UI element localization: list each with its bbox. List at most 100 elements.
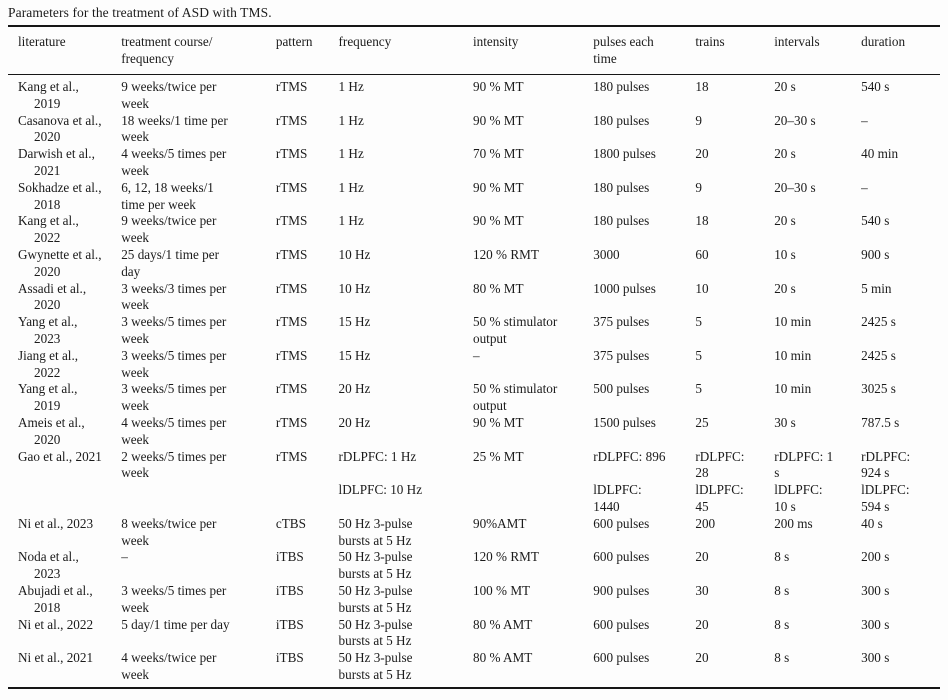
cell-pattern: rTMS (275, 280, 308, 296)
cell-intervals: 8 s (774, 616, 790, 632)
cell-intensity: 70 % MT (472, 146, 524, 162)
table-row: Sokhadze et al., 2018 6, 12, 18 weeks/1 t… (8, 180, 940, 214)
cell-intervals: 20 s (774, 213, 796, 229)
cell-intensity: 90%AMT (472, 515, 527, 531)
column-header-treatment-course: treatment course/ frequency (121, 26, 276, 75)
cell-literature: Ni et al., 2022 (18, 616, 94, 632)
table-row: Darwish et al., 2021 4 weeks/5 times per … (8, 146, 940, 180)
cell-trains: 30 (695, 582, 709, 598)
cell-frequency: 50 Hz 3-pulse bursts at 5 Hz (338, 549, 413, 582)
cell-intensity: 120 % RMT (472, 246, 539, 262)
table-row: Yang et al., 2023 3 weeks/5 times per wee… (8, 314, 940, 348)
table-caption: Parameters for the treatment of ASD with… (8, 5, 272, 20)
cell-treatment-course: 9 weeks/twice per week (121, 79, 217, 111)
cell-pulses-each-time: 1000 pulses (593, 280, 656, 296)
cell-pattern: rTMS (275, 79, 308, 94)
cell-duration: 540 s (861, 213, 890, 229)
cell-pulses-each-time: 180 pulses (593, 112, 650, 128)
cell-treatment-course: 6, 12, 18 weeks/1 time per week (121, 179, 214, 212)
cell-duration: 40 min (861, 146, 899, 162)
cell-intensity: 90 % MT (472, 179, 524, 195)
cell-frequency: 1 Hz (338, 79, 364, 94)
cell-literature: Gao et al., 2021 (18, 448, 102, 464)
cell-intensity: 90 % MT (472, 213, 524, 229)
table-body: Kang et al., 2019 9 weeks/twice per week r… (8, 75, 940, 688)
cell-pulses-each-time: 1800 pulses (593, 146, 656, 162)
cell-treatment-course: 4 weeks/5 times per week (121, 146, 227, 178)
cell-pattern: iTBS (275, 650, 304, 666)
cell-trains: 18 (695, 213, 709, 229)
table-row: Abujadi et al., 2018 3 weeks/5 times per … (8, 583, 940, 617)
cell-intervals: 200 ms (774, 515, 813, 531)
column-header-duration: duration (861, 26, 940, 75)
cell-literature: Casanova et al., 2020 (18, 112, 102, 145)
cell-intervals: 10 min (774, 314, 812, 330)
table-row: Casanova et al., 2020 18 weeks/1 time per… (8, 113, 940, 147)
cell-literature: Ameis et al., 2020 (18, 414, 85, 447)
cell-pulses-each-time: rDLPFC: 896 lDLPFC: 1440 (593, 448, 666, 514)
cell-intervals: 8 s (774, 549, 790, 565)
cell-intervals: 10 min (774, 347, 812, 363)
table-row: Ni et al., 2023 8 weeks/twice per week cTB… (8, 516, 940, 550)
cell-literature: Sokhadze et al., 2018 (18, 179, 102, 212)
table-row: Kang et al., 2019 9 weeks/twice per week r… (8, 75, 940, 113)
cell-intensity: 80 % AMT (472, 650, 533, 666)
cell-treatment-course: 3 weeks/3 times per week (121, 280, 227, 313)
cell-pulses-each-time: 600 pulses (593, 616, 650, 632)
cell-trains: 20 (695, 616, 709, 632)
column-header-pulses-each-time: pulses each time (593, 26, 696, 75)
cell-treatment-course: 25 days/1 time per day (121, 246, 219, 279)
cell-intensity: 90 % MT (472, 112, 524, 128)
cell-pulses-each-time: 180 pulses (593, 79, 650, 94)
cell-trains: 5 (695, 314, 702, 330)
cell-pulses-each-time: 3000 (593, 246, 620, 262)
cell-intervals: 20 s (774, 79, 796, 94)
table-header-row: literature treatment course/ frequency pat… (8, 26, 940, 75)
cell-intervals: 8 s (774, 582, 790, 598)
cell-trains: 18 (695, 79, 709, 94)
cell-pattern: iTBS (275, 549, 304, 565)
cell-treatment-course: 8 weeks/twice per week (121, 515, 217, 548)
cell-duration: 300 s (861, 616, 890, 632)
table-header: literature treatment course/ frequency pat… (8, 26, 940, 75)
cell-frequency: 20 Hz (338, 381, 371, 397)
table-row: Assadi et al., 2020 3 weeks/3 times per w… (8, 281, 940, 315)
cell-frequency: 10 Hz (338, 246, 371, 262)
cell-frequency: 50 Hz 3-pulse bursts at 5 Hz (338, 616, 413, 649)
cell-literature: Assadi et al., 2020 (18, 280, 87, 313)
cell-intensity: 80 % MT (472, 280, 524, 296)
cell-pulses-each-time: 600 pulses (593, 650, 650, 666)
cell-literature: Gwynette et al., 2020 (18, 246, 102, 279)
cell-trains: 10 (695, 280, 709, 296)
cell-trains: 9 (695, 112, 702, 128)
cell-duration: – (861, 112, 868, 128)
cell-intervals: 30 s (774, 414, 796, 430)
cell-treatment-course: 5 day/1 time per day (121, 616, 230, 632)
cell-frequency: 1 Hz (338, 213, 364, 229)
cell-pattern: cTBS (275, 515, 306, 531)
table-row: Gao et al., 2021 2 weeks/5 times per week… (8, 449, 940, 516)
cell-intervals: 20–30 s (774, 112, 816, 128)
column-header-intervals: intervals (774, 26, 862, 75)
cell-treatment-course: 3 weeks/5 times per week (121, 582, 227, 615)
column-header-frequency: frequency (338, 26, 473, 75)
cell-frequency: 1 Hz (338, 112, 364, 128)
cell-literature: Yang et al., 2023 (18, 314, 78, 346)
cell-intensity: 50 % stimulator output (472, 381, 558, 414)
cell-treatment-course: 3 weeks/5 times per week (121, 347, 227, 380)
table-row: Gwynette et al., 2020 25 days/1 time per … (8, 247, 940, 281)
cell-intensity: – (472, 347, 480, 363)
cell-literature: Kang et al., 2022 (18, 213, 79, 246)
cell-pulses-each-time: 600 pulses (593, 549, 650, 565)
cell-pattern: rTMS (275, 314, 308, 330)
cell-intensity: 120 % RMT (472, 549, 539, 565)
cell-literature: Kang et al., 2019 (18, 79, 79, 111)
cell-intervals: 10 min (774, 381, 812, 397)
cell-literature: Yang et al., 2019 (18, 381, 78, 414)
cell-frequency: 15 Hz (338, 314, 371, 330)
parameters-table: literature treatment course/ frequency pat… (8, 25, 940, 689)
cell-pattern: rTMS (275, 414, 308, 430)
cell-pulses-each-time: 180 pulses (593, 213, 650, 229)
cell-duration: 3025 s (861, 381, 896, 397)
